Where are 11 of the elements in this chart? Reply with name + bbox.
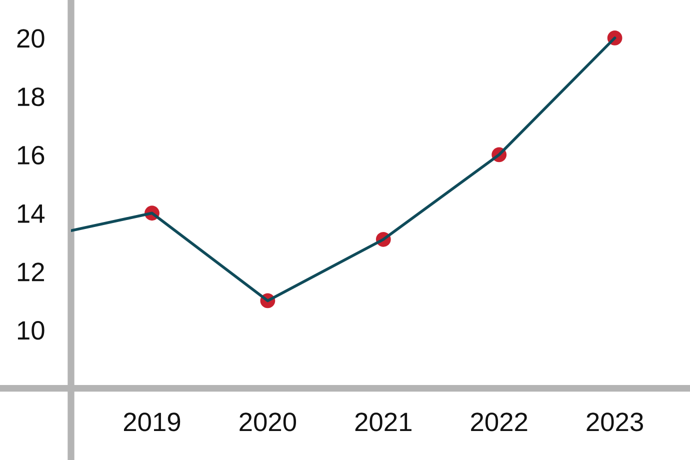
y-tick-label: 16 <box>18 146 44 165</box>
y-tick-label: 18 <box>18 87 44 106</box>
x-tick-label: 2021 <box>355 412 412 432</box>
x-tick-label: 2023 <box>586 412 643 432</box>
x-tick-label: 2019 <box>124 412 180 432</box>
y-tick-label: 12 <box>18 262 44 282</box>
x-tick-label: 2020 <box>240 412 296 432</box>
y-tick-label: 20 <box>17 29 44 48</box>
y-tick-label: 14 <box>18 204 45 223</box>
x-tick-label: 2022 <box>471 412 528 432</box>
y-tick-label: 10 <box>18 321 44 340</box>
